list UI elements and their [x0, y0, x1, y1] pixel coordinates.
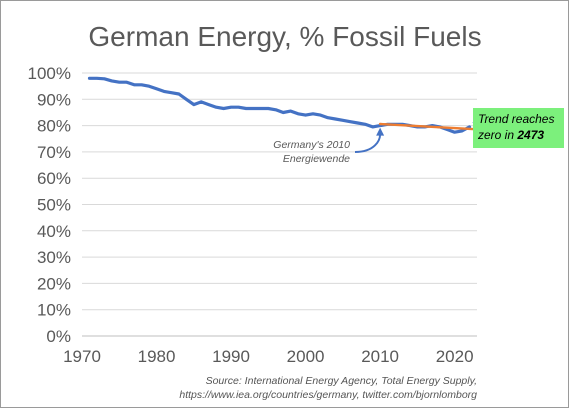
- energiewende-arrow: [354, 134, 382, 153]
- y-tick-label: 100%: [28, 64, 71, 83]
- source-line-1: Source: International Energy Agency, Tot…: [205, 375, 477, 387]
- source-note: Source: International Energy Agency, Tot…: [0, 374, 477, 402]
- y-tick-label: 50%: [37, 196, 71, 215]
- energiewende-label-line1: Germany's 2010: [273, 139, 350, 151]
- y-axis-ticks: 0% 10% 20% 30% 40% 50% 60% 70% 80% 90% 100%: [28, 64, 71, 346]
- y-tick-label: 10%: [37, 301, 71, 320]
- y-tick-label: 30%: [37, 248, 71, 267]
- y-tick-label: 20%: [37, 274, 71, 293]
- trend-callout-year: 2473: [517, 128, 545, 142]
- energiewende-label-line2: Energiewende: [283, 153, 350, 165]
- x-tick-label: 2010: [361, 347, 399, 366]
- x-tick-label: 1970: [63, 347, 101, 366]
- fossil-share-line: [87, 76, 472, 134]
- x-axis-ticks: 1970 1980 1990 2000 2010 2020: [63, 347, 473, 366]
- series-layer: [87, 76, 479, 134]
- trend-line: [378, 122, 479, 131]
- trend-callout-text: Trend reaches zero in: [478, 112, 555, 142]
- y-tick-label: 0%: [46, 327, 71, 346]
- y-tick-label: 90%: [37, 90, 71, 109]
- annotation-layer: Germany's 2010 Energiewende: [273, 121, 479, 165]
- x-tick-label: 1980: [138, 347, 176, 366]
- trend-callout: Trend reaches zero in 2473: [473, 108, 564, 148]
- energiewende-arrowhead: [376, 127, 385, 136]
- y-tick-label: 80%: [37, 117, 71, 136]
- x-tick-label: 2020: [436, 347, 474, 366]
- source-line-2: https://www.iea.org/countries/germany, t…: [179, 389, 477, 401]
- y-tick-label: 60%: [37, 169, 71, 188]
- x-tick-label: 1990: [212, 347, 250, 366]
- y-tick-label: 40%: [37, 222, 71, 241]
- y-tick-label: 70%: [37, 143, 71, 162]
- x-tick-label: 2000: [287, 347, 325, 366]
- chart-title: German Energy, % Fossil Fuels: [88, 21, 481, 52]
